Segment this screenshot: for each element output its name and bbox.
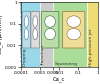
FancyBboxPatch shape	[41, 12, 59, 48]
X-axis label: Ca_c: Ca_c	[53, 77, 65, 82]
Text: High-pressure jet: High-pressure jet	[89, 29, 93, 66]
FancyBboxPatch shape	[22, 12, 31, 48]
Bar	[21, 2, 40, 67]
Text: Transition: Transition	[41, 45, 45, 66]
Text: Dripping: Dripping	[22, 48, 26, 66]
Ellipse shape	[33, 28, 37, 40]
Ellipse shape	[67, 16, 81, 27]
Bar	[40, 2, 54, 67]
Bar	[88, 2, 98, 67]
FancyBboxPatch shape	[63, 12, 85, 48]
Ellipse shape	[24, 16, 28, 27]
Ellipse shape	[33, 16, 37, 27]
FancyBboxPatch shape	[31, 12, 39, 48]
Ellipse shape	[45, 28, 56, 40]
Y-axis label: Ca_d (μm/mm): Ca_d (μm/mm)	[0, 15, 3, 54]
Ellipse shape	[45, 16, 56, 27]
Ellipse shape	[67, 28, 81, 40]
Text: Squeezing: Squeezing	[55, 62, 78, 66]
Bar	[54, 2, 88, 67]
Ellipse shape	[24, 28, 28, 40]
